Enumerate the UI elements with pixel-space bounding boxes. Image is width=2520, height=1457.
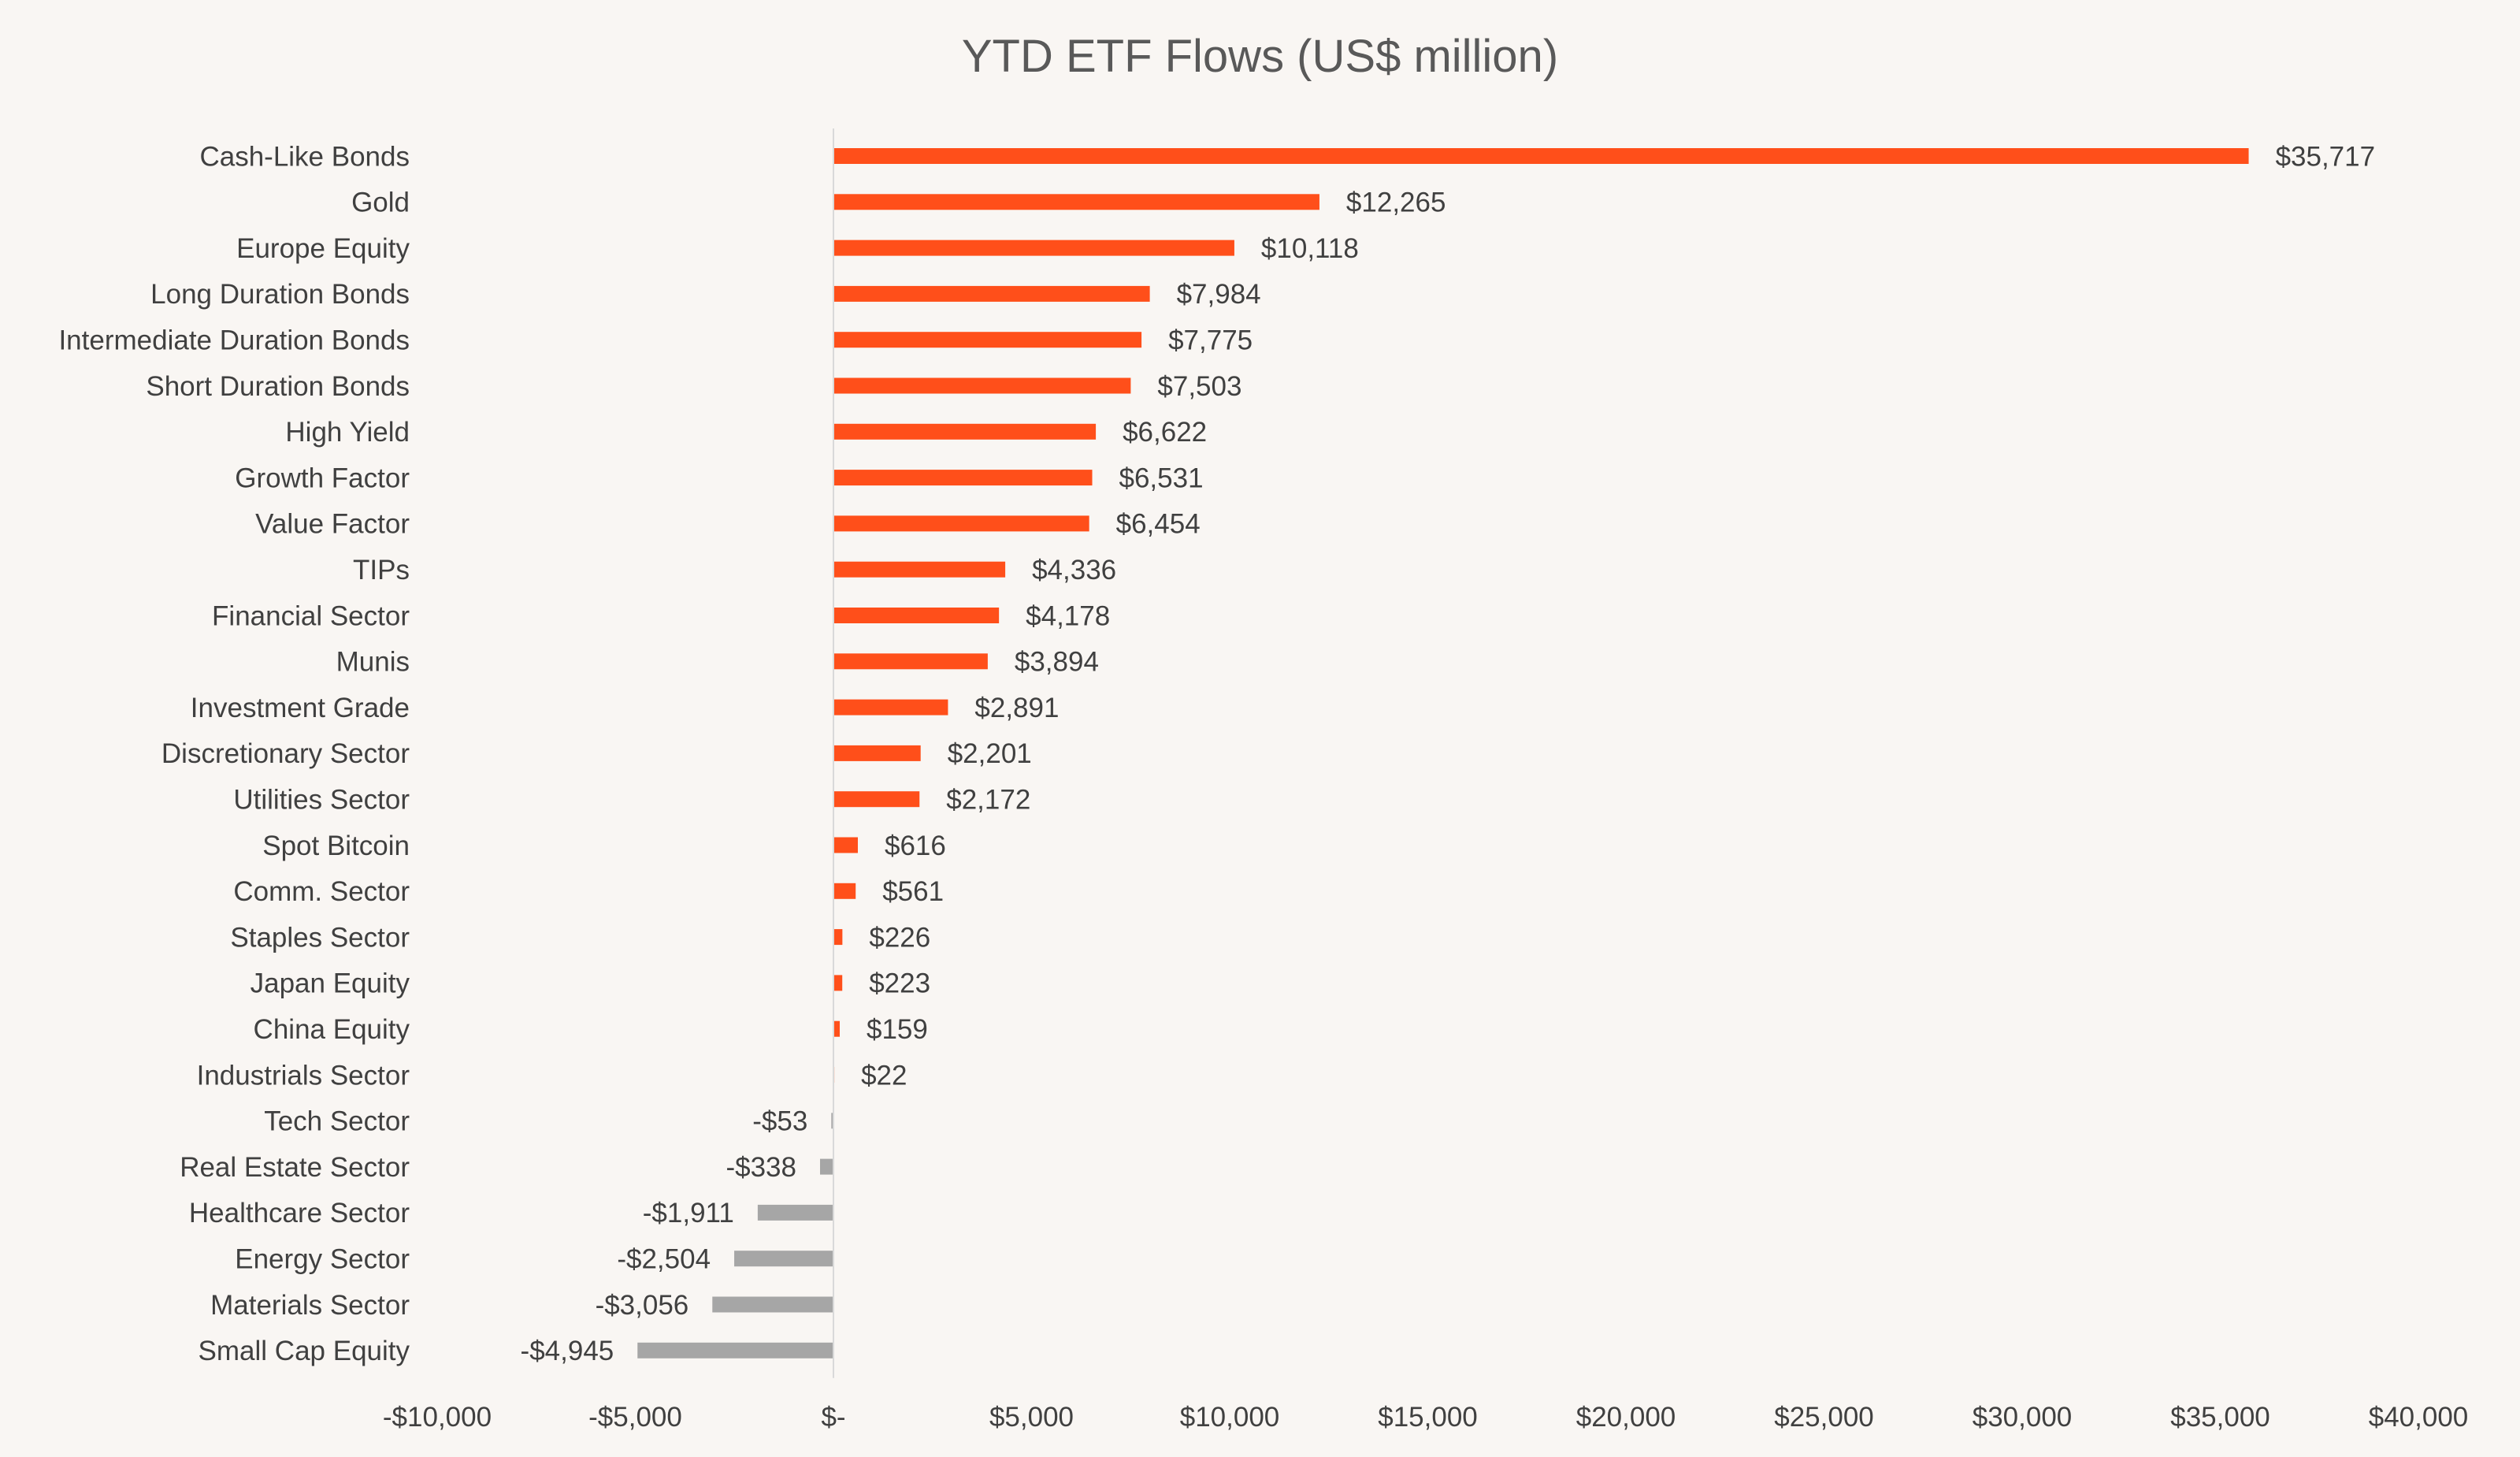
data-label: $6,454 [1116,509,1201,540]
bar [833,470,1093,486]
bar [833,653,988,670]
bar [833,148,2249,164]
bar [833,377,1131,394]
data-label: $22 [861,1060,907,1091]
x-tick-label: $5,000 [989,1402,1074,1433]
data-label: -$4,945 [521,1336,614,1366]
x-tick-label: $40,000 [2369,1402,2469,1433]
category-label: Comm. Sector [233,876,410,907]
bar [833,1020,840,1037]
category-label: Financial Sector [212,600,410,631]
bar [833,515,1089,532]
x-tick-label: $15,000 [1378,1402,1478,1433]
data-label: $35,717 [2276,141,2376,172]
category-label: China Equity [254,1014,410,1045]
category-label: Utilities Sector [233,784,410,815]
category-label: Tech Sector [264,1106,410,1137]
x-tick-label: -$10,000 [383,1402,492,1433]
bar [833,975,843,991]
category-label: Japan Equity [251,968,410,999]
category-label: Staples Sector [230,922,410,953]
data-label: $226 [869,922,930,953]
data-label: $4,178 [1026,600,1110,631]
bar [637,1342,833,1359]
data-label: -$3,056 [596,1290,689,1321]
data-label: $159 [867,1014,928,1045]
category-label: Industrials Sector [197,1060,410,1091]
data-label: $12,265 [1346,188,1446,218]
data-label: $3,894 [1015,647,1099,678]
data-label: $616 [885,831,946,861]
chart-title: YTD ETF Flows (US$ million) [961,31,1559,82]
x-tick-label: $30,000 [1973,1402,2073,1433]
bar [833,240,1234,256]
bar [831,1113,833,1129]
bar [833,194,1319,210]
bar [833,608,1000,623]
bar [819,1158,833,1175]
data-label: -$53 [752,1106,807,1137]
data-label: $7,984 [1177,279,1261,310]
category-label: Real Estate Sector [180,1152,410,1183]
data-label: $2,172 [946,784,1030,815]
data-label: $7,503 [1157,371,1241,402]
category-label: Small Cap Equity [199,1336,410,1366]
data-label: $4,336 [1032,555,1116,585]
data-label: $223 [869,968,930,999]
data-label: $7,775 [1168,325,1253,355]
data-label: -$1,911 [643,1198,734,1228]
bar [833,561,1006,578]
x-tick-label: -$5,000 [588,1402,682,1433]
bar [833,332,1142,348]
x-tick-label: $- [821,1402,845,1433]
data-label: $2,891 [974,693,1059,723]
bar [734,1251,833,1267]
category-label: Long Duration Bonds [150,279,410,310]
category-label: Europe Equity [236,233,410,264]
x-tick-label: $10,000 [1180,1402,1280,1433]
bar [833,423,1097,440]
data-label: $6,531 [1119,463,1204,493]
x-tick-label: $20,000 [1576,1402,1676,1433]
data-label: $2,201 [948,738,1032,769]
bar [833,285,1150,302]
bar [833,791,920,808]
category-label: TIPs [353,555,410,585]
bar [833,929,843,946]
category-label: Spot Bitcoin [262,831,410,861]
bar [833,699,948,715]
bar [833,883,856,899]
bar [712,1296,833,1313]
data-label: -$2,504 [617,1243,711,1274]
x-tick-label: $35,000 [2170,1402,2270,1433]
category-label: Value Factor [255,509,410,540]
x-tick-label: $25,000 [1774,1402,1874,1433]
category-label: High Yield [285,417,410,448]
data-label: $10,118 [1261,233,1359,264]
category-label: Gold [351,188,410,218]
category-label: Short Duration Bonds [146,371,410,402]
bar [757,1204,833,1221]
bar [833,837,858,853]
category-label: Investment Grade [191,693,410,723]
data-label: $561 [882,876,944,907]
data-label: -$338 [726,1152,796,1183]
category-label: Intermediate Duration Bonds [58,325,410,355]
bar [833,745,921,761]
data-label: $6,622 [1123,417,1207,448]
category-label: Discretionary Sector [161,738,410,769]
category-label: Healthcare Sector [189,1198,410,1228]
category-label: Energy Sector [235,1243,410,1274]
category-label: Materials Sector [210,1290,410,1321]
category-label: Munis [336,647,410,678]
category-label: Growth Factor [235,463,410,493]
category-label: Cash-Like Bonds [199,141,410,172]
